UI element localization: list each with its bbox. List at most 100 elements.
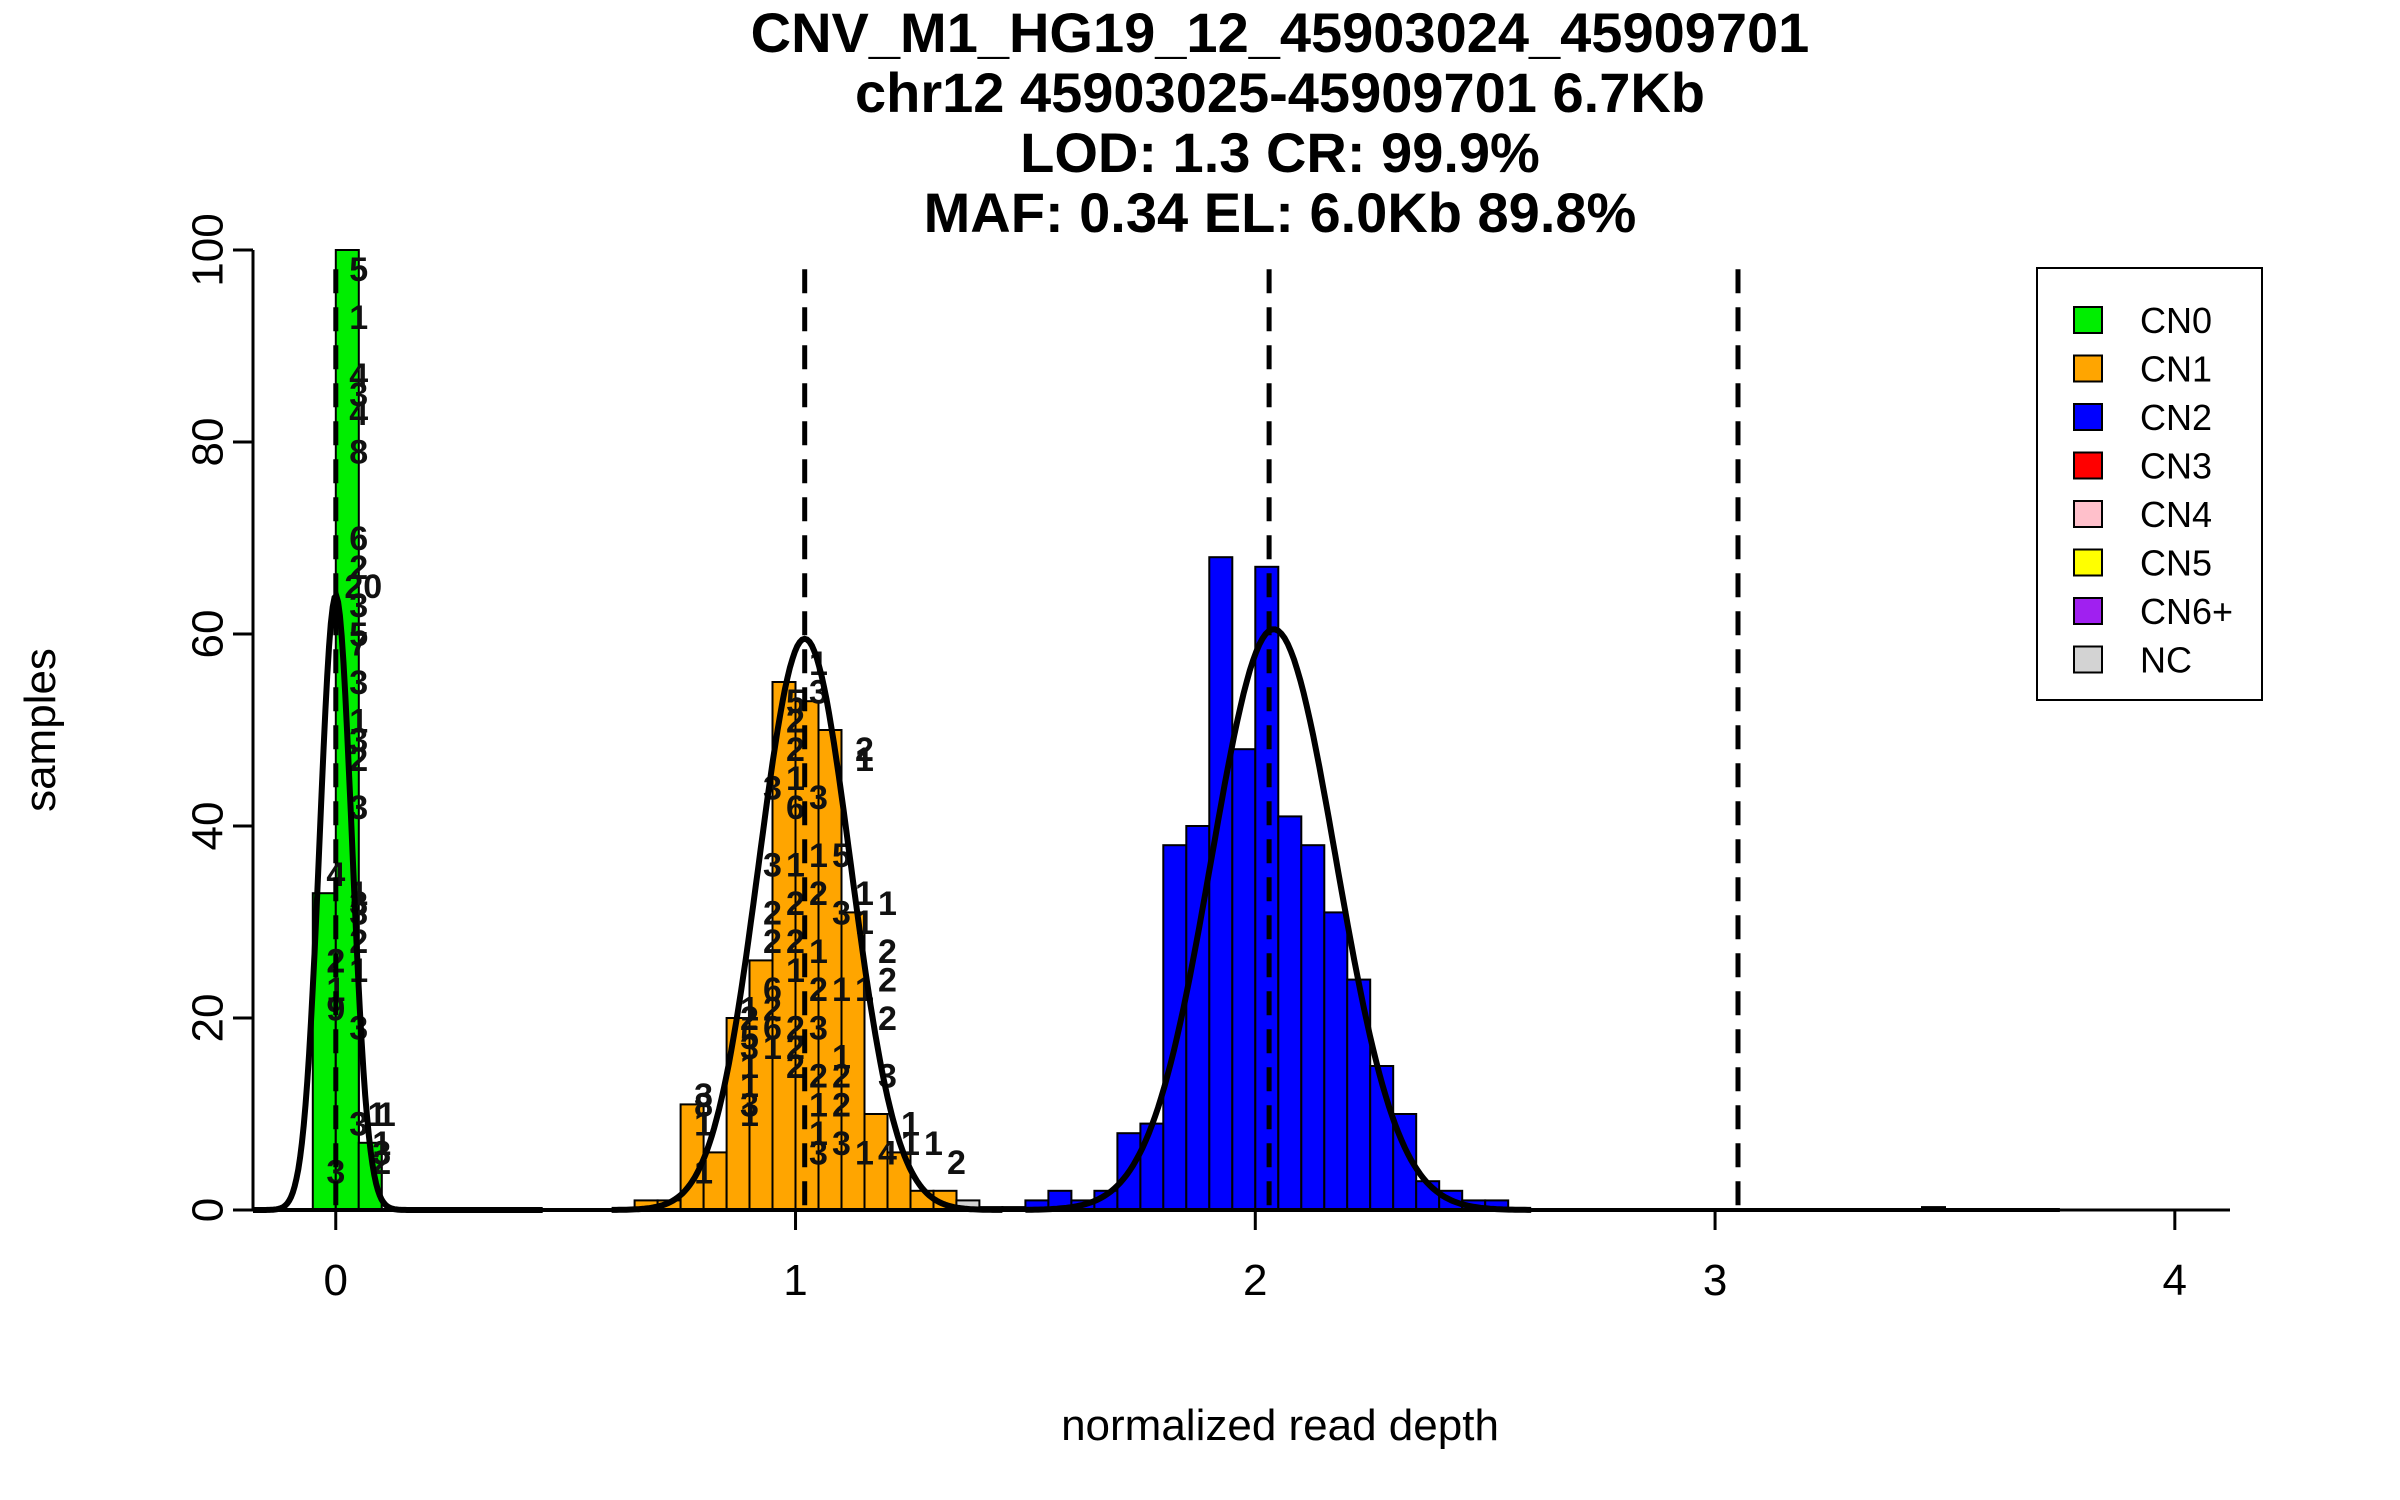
bar-label-74: 2 <box>809 1058 828 1096</box>
bar-label-0: 5 <box>349 251 368 289</box>
y-tick-label-4: 80 <box>184 418 233 467</box>
x-axis-label: normalized read depth <box>1061 1401 1499 1450</box>
bar-label-68: 3 <box>809 779 828 817</box>
x-tick-label-0: 0 <box>324 1256 348 1305</box>
bar-label-15: 2 <box>349 741 368 779</box>
bar-label-49: 2 <box>763 923 782 961</box>
legend-swatch-0 <box>2073 306 2103 334</box>
legend-swatch-7 <box>2073 645 2103 674</box>
bar-label-93: 2 <box>878 962 897 1000</box>
bar-label-72: 2 <box>809 971 828 1009</box>
legend-swatch-1 <box>2073 354 2103 383</box>
bar-label-65: 2 <box>786 1048 805 1086</box>
legend-label-7: NC <box>2140 640 2192 681</box>
title-line-4: MAF: 0.34 EL: 6.0Kb 89.8% <box>924 181 1637 244</box>
expected-copy-number-lines <box>333 269 1741 1210</box>
bar-label-17: 4 <box>326 856 345 894</box>
bar-label-45: 1 <box>740 1096 759 1134</box>
bar-s4-7 <box>1162 844 1188 1211</box>
bar-label-7: 2 <box>349 549 368 587</box>
bar-s4-10 <box>1231 748 1257 1211</box>
bar-label-90: 1 <box>855 1134 874 1172</box>
legend-swatch-4 <box>2073 500 2103 528</box>
density-curve-0 <box>253 590 543 1213</box>
x-tick-label-2: 2 <box>1243 1256 1267 1305</box>
bar-label-8: 20 <box>344 568 382 606</box>
bar-label-80: 1 <box>832 971 851 1009</box>
bar-label-27: 1 <box>368 1096 387 1134</box>
bar-label-84: 3 <box>832 1125 851 1163</box>
bar-label-69: 1 <box>809 837 828 875</box>
bar-label-77: 3 <box>809 1134 828 1172</box>
bar-label-54: 5 <box>786 683 805 721</box>
bar-label-3: 3 <box>349 376 368 414</box>
bar-label-97: 1 <box>901 1106 920 1144</box>
bar-label-58: 6 <box>786 789 805 827</box>
bar-label-87: 1 <box>855 875 874 913</box>
x-tick-label-3: 3 <box>1703 1256 1727 1305</box>
bar-label-63: 2 <box>786 1010 805 1048</box>
legend-swatch-2 <box>2073 403 2103 431</box>
y-tick-label-2: 40 <box>184 802 233 851</box>
bar-label-47: 3 <box>763 846 782 884</box>
legend-box <box>2036 267 2263 701</box>
bar-label-85: 2 <box>855 731 874 769</box>
bar-label-71: 1 <box>809 933 828 971</box>
bar-label-4: 4 <box>349 395 368 433</box>
y-tick-label-3: 60 <box>184 610 233 659</box>
bar-label-28: 3 <box>349 1106 368 1144</box>
bar-label-32: 2 <box>372 1144 391 1182</box>
bar-label-60: 2 <box>786 885 805 923</box>
title-line-1: CNV_M1_HG19_12_45903024_45909701 <box>751 1 1810 64</box>
x-tick-label-1: 1 <box>783 1256 807 1305</box>
bar-label-83: 2 <box>832 1086 851 1124</box>
legend-label-6: CN6+ <box>2140 591 2233 632</box>
bar-label-42: 1 <box>740 1048 759 1086</box>
bar-label-52: 6 <box>763 1010 782 1048</box>
legend-label-4: CN4 <box>2140 494 2212 535</box>
y-axis-label: samples <box>16 648 65 812</box>
legend-label-3: CN3 <box>2140 446 2212 487</box>
bar-label-79: 3 <box>832 894 851 932</box>
bar-label-99: 1 <box>924 1125 943 1163</box>
bar-label-70: 2 <box>809 875 828 913</box>
bar-label-94: 2 <box>878 1000 897 1038</box>
bar-label-34: 3 <box>694 1077 713 1115</box>
bar-label-13: 1 <box>349 702 368 740</box>
bar-label-73: 3 <box>809 1010 828 1048</box>
bar-label-6: 6 <box>349 520 368 558</box>
bar-label-55: 2 <box>786 702 805 740</box>
density-curve-2 <box>1025 626 1532 1213</box>
bar-label-91: 1 <box>878 885 897 923</box>
legend-label-5: CN5 <box>2140 543 2212 584</box>
bar-label-48: 2 <box>763 894 782 932</box>
legend-swatch-5 <box>2073 548 2103 577</box>
chart-title: CNV_M1_HG19_12_45903024_45909701 chr12 4… <box>751 1 1810 244</box>
legend: CN0 CN1 CN2 CN3 CN4 CN5 CN6+ NC <box>2036 267 2263 701</box>
bar-label-62: 1 <box>786 952 805 990</box>
bar-s4-6 <box>1139 1122 1165 1211</box>
bar-label-24: 1 <box>326 971 345 1009</box>
legend-label-0: CN0 <box>2140 300 2212 341</box>
bar-label-92: 2 <box>878 933 897 971</box>
bar-label-100: 2 <box>947 1144 966 1182</box>
bar-label-75: 1 <box>809 1086 828 1124</box>
bar-label-43: 1 <box>740 1067 759 1105</box>
bar-label-11: 7 <box>349 626 368 664</box>
bar-s4-13 <box>1300 844 1326 1211</box>
bar-label-76: 1 <box>809 1115 828 1153</box>
legend-label-1: CN1 <box>2140 349 2212 390</box>
bar-label-14: 3 <box>349 722 368 760</box>
bar-label-39: 2 <box>740 1000 759 1038</box>
x-tick-label-4: 4 <box>2163 1256 2187 1305</box>
bar-label-40: 5 <box>740 1019 759 1057</box>
y-tick-label-0: 0 <box>184 1198 233 1222</box>
bar-label-59: 1 <box>786 846 805 884</box>
legend-label-2: CN2 <box>2140 397 2212 438</box>
bar-label-36: 1 <box>694 1106 713 1144</box>
title-line-2: chr12 45903025-45909701 6.7Kb <box>855 61 1705 124</box>
bar-label-41: 3 <box>740 1029 759 1067</box>
bar-s4-9 <box>1208 556 1234 1211</box>
